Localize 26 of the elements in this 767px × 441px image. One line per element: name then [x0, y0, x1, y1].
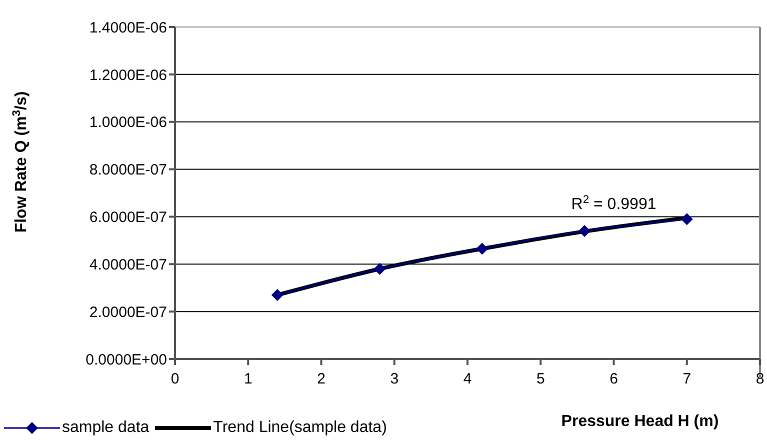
point [374, 262, 386, 275]
x-tick-label: 8 [756, 370, 764, 388]
x-tick-label: 6 [610, 370, 618, 388]
x-tick-label: 3 [390, 370, 399, 388]
x-tick-label: 2 [317, 370, 326, 388]
point [476, 242, 488, 255]
point [578, 224, 590, 237]
x-tick-label: 1 [244, 370, 252, 388]
x-axis-title: Pressure Head H (m) [561, 413, 719, 430]
x-tick-label: 5 [536, 370, 545, 388]
y-tick-label: 0.0000E+00 [86, 351, 167, 368]
y-tick-label: 6.0000E-07 [89, 209, 167, 226]
x-tick-label: 7 [682, 370, 692, 388]
x-tick-label: 0 [170, 370, 180, 388]
y-tick-label: 1.4000E-06 [89, 19, 167, 36]
y-tick-label: 2.0000E-07 [89, 304, 167, 321]
legend-label: Trend Line(sample data) [213, 419, 387, 437]
y-tick-label: 1.2000E-06 [89, 66, 167, 84]
point [680, 213, 693, 226]
legend-label: sample data [62, 419, 150, 437]
point [271, 288, 284, 301]
y-tick-label: 1.0000E-06 [89, 114, 167, 132]
annotation: R$^{2}$ = 0.9991 [571, 194, 656, 213]
y-tick-label: 8.0000E-07 [89, 162, 167, 179]
y-tick-label: 4.0000E-07 [89, 256, 167, 274]
x-tick-label: 4 [463, 370, 472, 388]
